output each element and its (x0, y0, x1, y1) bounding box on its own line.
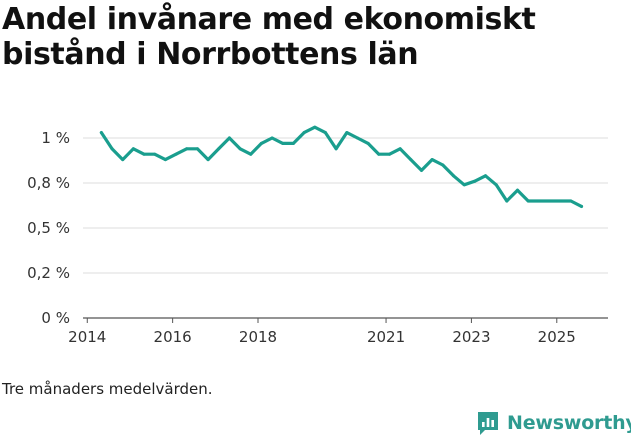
x-tick-label: 2023 (452, 328, 490, 346)
data-point (121, 158, 125, 162)
y-tick-label: 0,8 % (27, 174, 70, 192)
data-point (558, 199, 562, 203)
data-point (366, 141, 370, 145)
data-point (355, 136, 359, 140)
data-point (548, 199, 552, 203)
data-point (462, 183, 466, 187)
data-point (451, 174, 455, 178)
data-point (516, 188, 520, 192)
y-tick-label: 0 % (41, 309, 70, 327)
x-tick-label: 2021 (367, 328, 405, 346)
data-point (398, 147, 402, 151)
data-point (110, 147, 114, 151)
brand-name: Newsworthy (507, 412, 631, 434)
newsworthy-logo-icon (478, 412, 498, 435)
x-tick-label: 2018 (239, 328, 277, 346)
series-points (99, 125, 584, 208)
data-point (291, 141, 295, 145)
data-point (494, 183, 498, 187)
y-tick-label: 0,5 % (27, 219, 70, 237)
gridlines (83, 137, 608, 319)
data-point (580, 204, 584, 208)
x-tick-label: 2025 (538, 328, 576, 346)
data-point (334, 147, 338, 151)
data-point (441, 163, 445, 167)
data-point (313, 125, 317, 129)
data-point (270, 136, 274, 140)
data-point (281, 141, 285, 145)
data-point (163, 158, 167, 162)
x-axis-ticks: 2014 2016 2018 2021 2023 2025 (68, 318, 576, 346)
x-tick-label: 2016 (154, 328, 192, 346)
data-point (227, 136, 231, 140)
chart-caption: Tre månaders medelvärden. (2, 380, 213, 398)
data-point (409, 158, 413, 162)
data-point (142, 152, 146, 156)
data-point (217, 147, 221, 151)
x-tick-label: 2014 (68, 328, 106, 346)
data-point (238, 147, 242, 151)
data-point (249, 152, 253, 156)
y-tick-label: 0,2 % (27, 264, 70, 282)
data-point (430, 158, 434, 162)
data-point (99, 131, 103, 135)
brand-logo[interactable]: Newsworthy (476, 408, 631, 438)
data-point (505, 199, 509, 203)
chart-title: Andel invånare med ekonomiskt bistånd i … (2, 2, 536, 72)
data-point (206, 158, 210, 162)
y-tick-label: 1 % (41, 129, 70, 147)
data-point (387, 152, 391, 156)
data-point (174, 152, 178, 156)
data-point (345, 131, 349, 135)
data-point (302, 131, 306, 135)
data-point (526, 199, 530, 203)
data-point (185, 147, 189, 151)
data-point (473, 179, 477, 183)
data-point (419, 168, 423, 172)
data-point (195, 147, 199, 151)
data-point (131, 147, 135, 151)
data-point (484, 174, 487, 178)
data-point (569, 199, 573, 203)
data-point (259, 141, 263, 145)
data-point (537, 199, 541, 203)
data-point (153, 152, 157, 156)
data-point (323, 131, 327, 135)
data-point (377, 152, 381, 156)
y-axis-ticks: 0 % 0,2 % 0,5 % 0,8 % 1 % (27, 129, 70, 327)
series-line (99, 125, 584, 208)
